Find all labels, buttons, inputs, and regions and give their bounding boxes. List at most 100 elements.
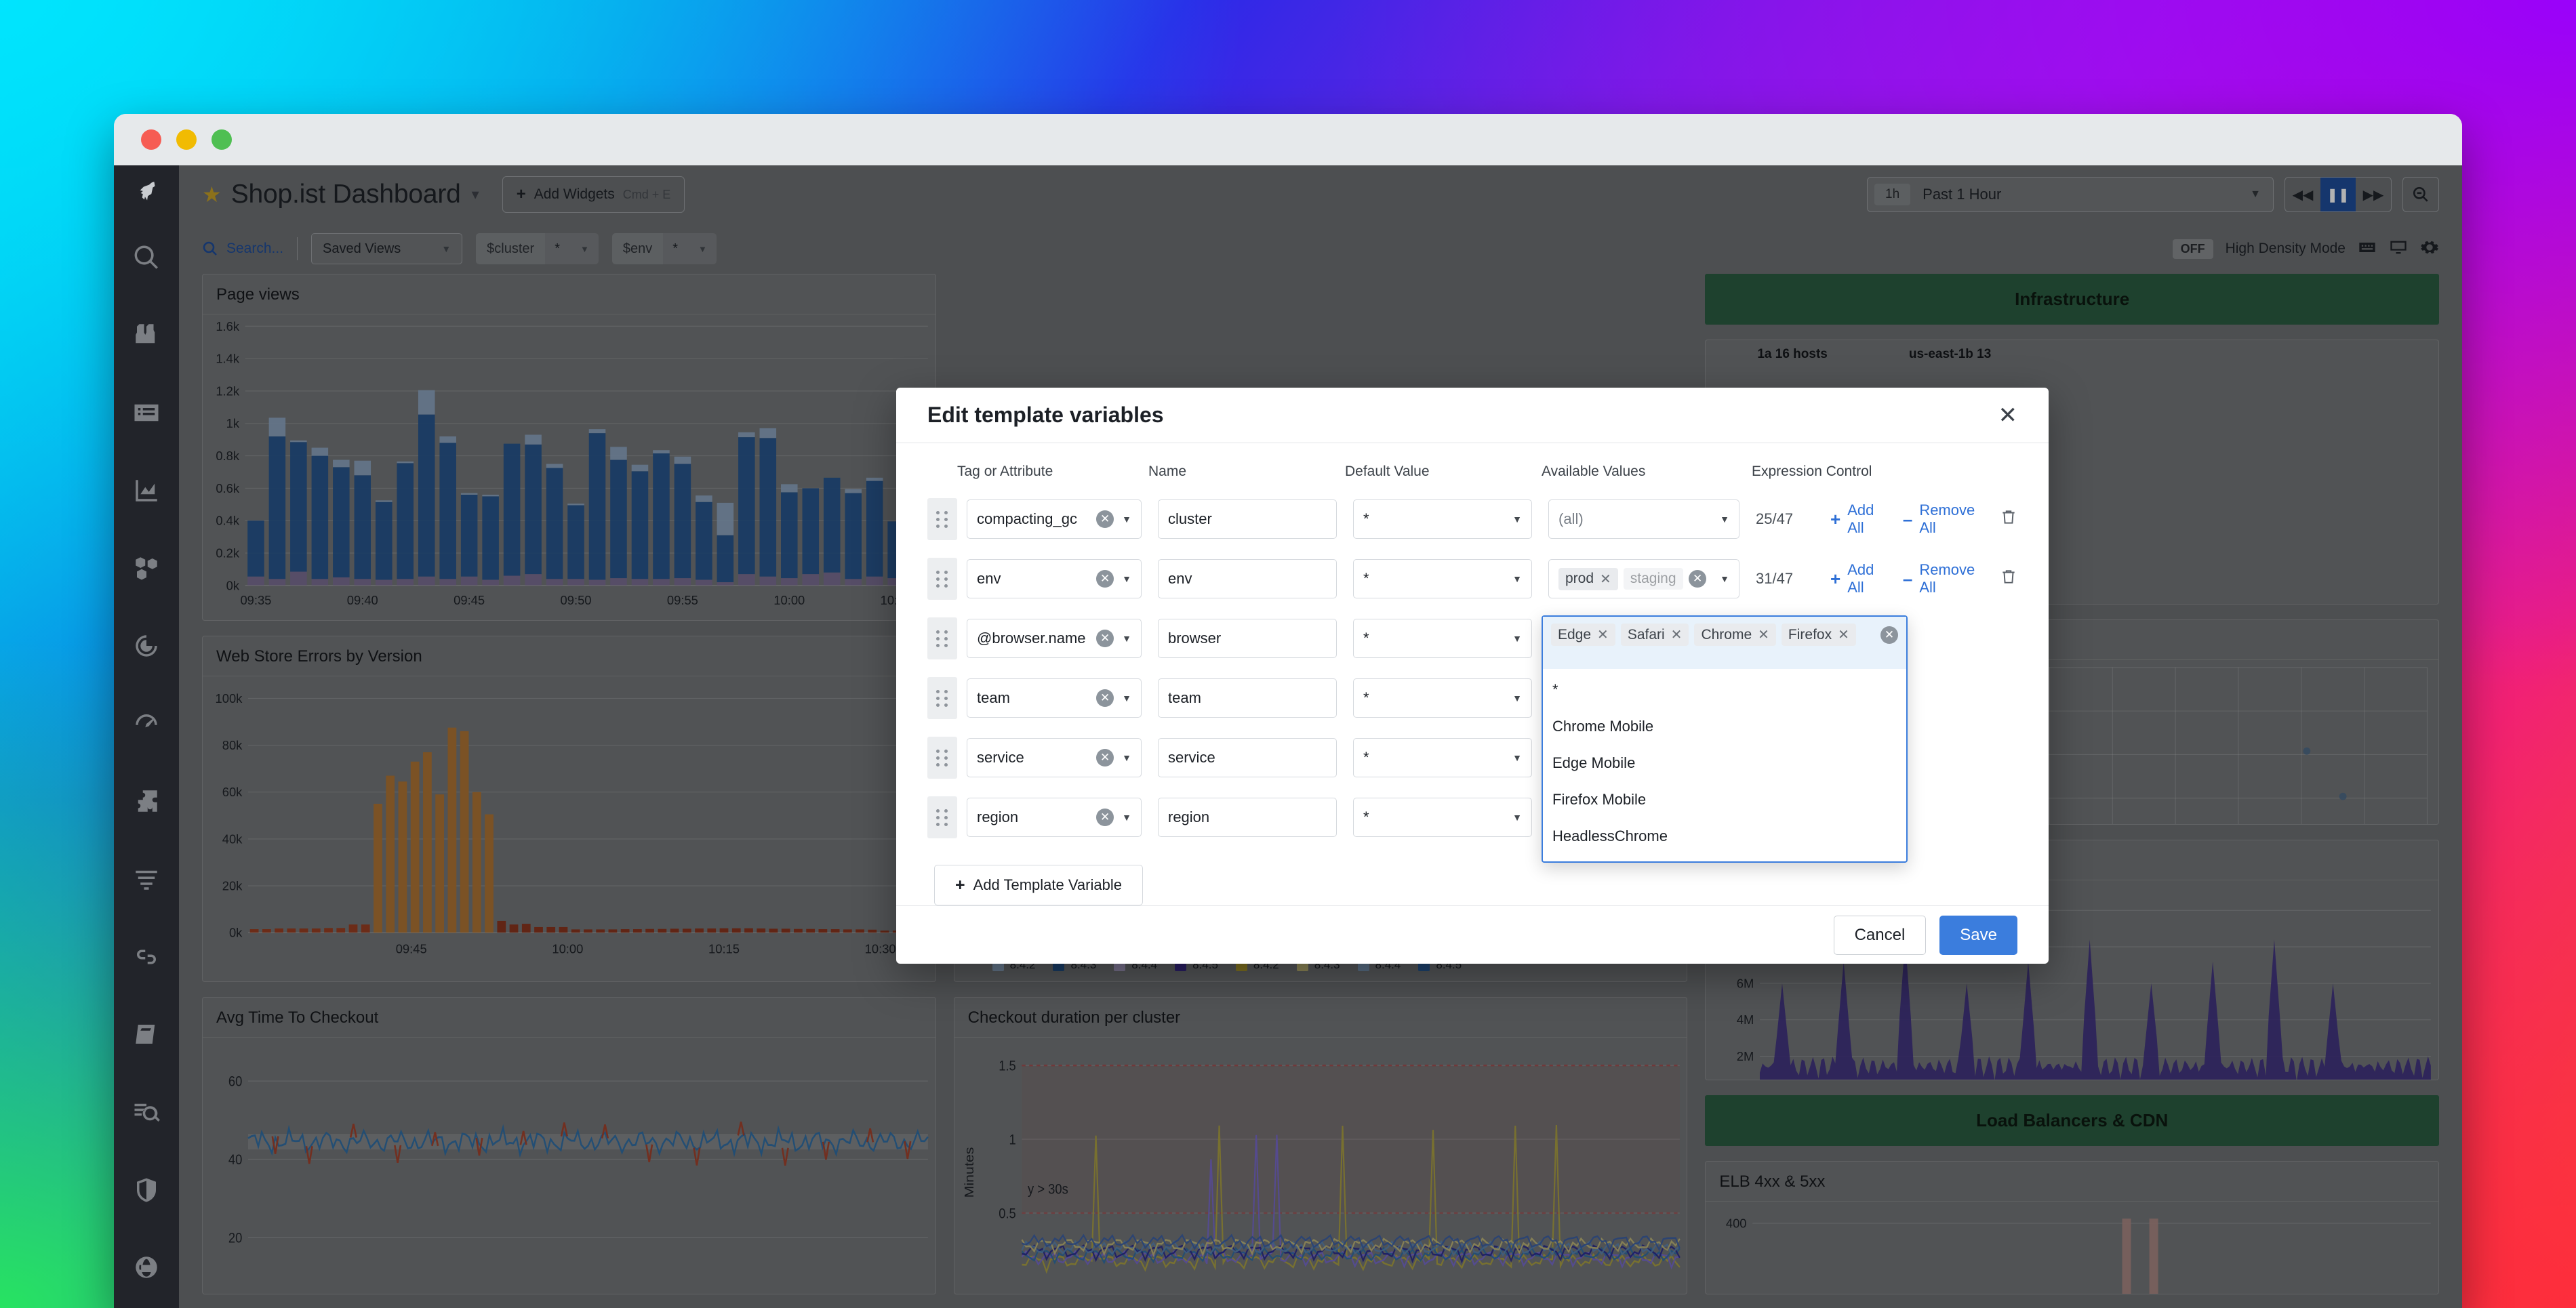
sidebar-item-log-search[interactable] — [114, 1075, 179, 1153]
variable-name-input[interactable]: browser — [1158, 619, 1337, 658]
chip-remove-icon: ✕ — [1671, 626, 1683, 643]
sidebar-item-integrations[interactable] — [114, 764, 179, 842]
cancel-button[interactable]: Cancel — [1834, 916, 1927, 955]
add-all-button[interactable]: + Add All — [1830, 561, 1885, 596]
sidebar-item-notebooks[interactable] — [114, 997, 179, 1075]
value-chip[interactable]: staging — [1624, 568, 1683, 590]
left-nav-rail — [114, 165, 179, 1308]
tag-attribute-input[interactable]: env ✕ ▼ — [967, 559, 1142, 598]
sidebar-item-watchdog[interactable] — [114, 298, 179, 375]
dialog-footer: Cancel Save — [896, 905, 2049, 964]
sidebar-item-performance[interactable] — [114, 687, 179, 764]
dropdown-option[interactable]: HeadlessChrome — [1543, 818, 1906, 855]
clear-icon[interactable]: ✕ — [1880, 626, 1898, 644]
name-value: team — [1168, 689, 1201, 707]
default-value-select[interactable]: * ▼ — [1353, 619, 1532, 658]
variable-name-input[interactable]: service — [1158, 738, 1337, 777]
datadog-logo[interactable] — [114, 165, 179, 220]
tag-attribute-input[interactable]: @browser.name ✕ ▼ — [967, 619, 1142, 658]
clear-icon[interactable]: ✕ — [1096, 570, 1114, 588]
delete-row-button[interactable] — [2000, 568, 2017, 590]
trash-icon — [2000, 568, 2017, 586]
available-values-dropdown[interactable]: Edge ✕ Safari ✕ Chrome ✕ Firefox ✕ ✕ * Chrom… — [1542, 615, 1908, 863]
sidebar-item-security[interactable] — [114, 1153, 179, 1231]
drag-handle[interactable] — [927, 677, 957, 719]
drag-handle[interactable] — [927, 558, 957, 600]
value-chip[interactable]: Firefox ✕ — [1782, 624, 1856, 646]
name-value: cluster — [1168, 510, 1212, 528]
variable-name-input[interactable]: cluster — [1158, 499, 1337, 539]
add-all-button[interactable]: + Add All — [1830, 502, 1885, 537]
available-values-select[interactable]: (all) ▼ — [1548, 499, 1739, 539]
value-count: 25/47 — [1756, 510, 1813, 528]
remove-all-button[interactable]: – Remove All — [1903, 561, 1982, 596]
add-template-variable-button[interactable]: + Add Template Variable — [934, 865, 1143, 905]
dropdown-option[interactable]: Chrome Mobile — [1543, 708, 1906, 745]
variable-name-input[interactable]: region — [1158, 798, 1337, 837]
column-header-tag: Tag or Attribute — [957, 464, 1148, 480]
variable-name-input[interactable]: env — [1158, 559, 1337, 598]
default-value: * — [1363, 630, 1369, 647]
default-value-select[interactable]: * ▼ — [1353, 798, 1532, 837]
clear-icon[interactable]: ✕ — [1689, 570, 1706, 588]
minimize-window-button[interactable] — [176, 129, 197, 150]
tag-value: service — [977, 749, 1024, 767]
default-value-select[interactable]: * ▼ — [1353, 559, 1532, 598]
remove-all-button[interactable]: – Remove All — [1903, 502, 1982, 537]
value-count: 31/47 — [1756, 570, 1813, 588]
tag-value: team — [977, 689, 1010, 707]
expression-control: 25/47 + Add All – Remove All — [1756, 502, 2017, 537]
clear-icon[interactable]: ✕ — [1096, 809, 1114, 826]
column-header-default: Default Value — [1345, 464, 1542, 480]
value-chip[interactable]: Safari ✕ — [1621, 624, 1689, 646]
search-icon — [132, 243, 161, 275]
chevron-down-icon: ▼ — [1512, 633, 1522, 644]
sidebar-item-network[interactable] — [114, 1230, 179, 1308]
drag-handle[interactable] — [927, 498, 957, 540]
sidebar-item-logs[interactable] — [114, 842, 179, 920]
sidebar-item-infrastructure[interactable] — [114, 531, 179, 609]
dropdown-option[interactable]: Edge Mobile — [1543, 745, 1906, 781]
chevron-down-icon: ▼ — [1512, 514, 1522, 525]
dropdown-option[interactable]: * — [1543, 672, 1906, 708]
drag-handle[interactable] — [927, 737, 957, 779]
clear-icon[interactable]: ✕ — [1096, 749, 1114, 767]
tag-value: compacting_gc — [977, 510, 1077, 528]
tag-attribute-input[interactable]: team ✕ ▼ — [967, 678, 1142, 718]
value-chip[interactable]: prod ✕ — [1558, 568, 1618, 590]
available-values-select[interactable]: prod ✕ staging ✕ ▼ — [1548, 559, 1739, 598]
sidebar-item-events[interactable] — [114, 375, 179, 453]
delete-row-button[interactable] — [2000, 508, 2017, 530]
dropdown-option[interactable]: Firefox Mobile — [1543, 781, 1906, 818]
main-content: ★ Shop.ist Dashboard ▾ + Add Widgets Cmd… — [179, 165, 2462, 1308]
value-chip[interactable]: Chrome ✕ — [1694, 624, 1775, 646]
clear-icon[interactable]: ✕ — [1096, 510, 1114, 528]
default-value-select[interactable]: * ▼ — [1353, 738, 1532, 777]
tag-attribute-input[interactable]: compacting_gc ✕ ▼ — [967, 499, 1142, 539]
dialog-title: Edit template variables — [927, 403, 1164, 428]
name-value: service — [1168, 749, 1215, 767]
window-titlebar — [114, 114, 2462, 165]
default-value-select[interactable]: * ▼ — [1353, 499, 1532, 539]
save-button[interactable]: Save — [1939, 916, 2017, 955]
default-value-select[interactable]: * ▼ — [1353, 678, 1532, 718]
drag-handle[interactable] — [927, 617, 957, 659]
close-icon[interactable]: ✕ — [1998, 404, 2018, 427]
tag-value: region — [977, 809, 1018, 826]
selected-values-area[interactable]: Edge ✕ Safari ✕ Chrome ✕ Firefox ✕ ✕ — [1543, 617, 1906, 669]
tag-attribute-input[interactable]: service ✕ ▼ — [967, 738, 1142, 777]
add-template-variable-label: Add Template Variable — [973, 876, 1122, 894]
clear-icon[interactable]: ✕ — [1096, 689, 1114, 707]
close-window-button[interactable] — [141, 129, 161, 150]
sidebar-item-search[interactable] — [114, 220, 179, 298]
value-chip[interactable]: Edge ✕ — [1551, 624, 1615, 646]
sidebar-item-apm[interactable] — [114, 609, 179, 687]
tag-attribute-input[interactable]: region ✕ ▼ — [967, 798, 1142, 837]
sidebar-item-traces[interactable] — [114, 920, 179, 998]
maximize-window-button[interactable] — [212, 129, 232, 150]
clear-icon[interactable]: ✕ — [1096, 630, 1114, 647]
variable-name-input[interactable]: team — [1158, 678, 1337, 718]
plus-icon: + — [1830, 509, 1840, 530]
drag-handle[interactable] — [927, 796, 957, 838]
sidebar-item-dashboards[interactable] — [114, 453, 179, 531]
